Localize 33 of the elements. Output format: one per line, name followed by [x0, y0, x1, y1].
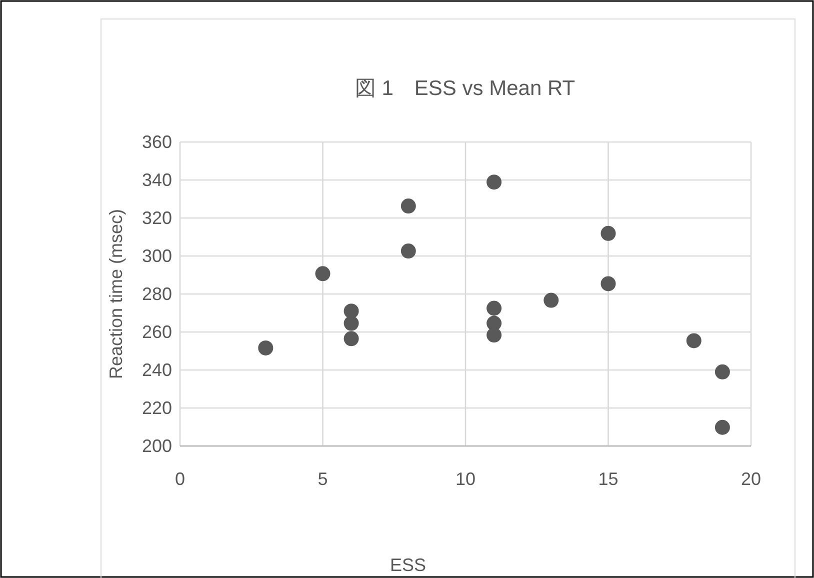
point: [486, 174, 502, 190]
y-tick-label: 260: [142, 322, 172, 342]
point: [714, 420, 730, 435]
point: [400, 244, 416, 259]
point: [258, 340, 274, 356]
point: [486, 300, 502, 316]
x-axis-title: ESS: [390, 555, 426, 575]
point: [686, 333, 702, 348]
y-tick-label: 340: [142, 170, 172, 190]
y-tick-label: 320: [142, 208, 172, 228]
y-tick-label: 220: [142, 398, 172, 418]
y-tick-label: 240: [142, 360, 172, 380]
point: [344, 304, 359, 319]
y-tick-label: 200: [142, 436, 172, 456]
point: [544, 292, 559, 308]
y-tick-label: 360: [142, 132, 172, 152]
point: [400, 198, 416, 214]
y-tick-label: 300: [142, 246, 172, 266]
point: [315, 266, 330, 282]
point: [344, 316, 359, 331]
x-tick-label: 5: [318, 469, 328, 489]
point: [600, 226, 616, 241]
x-tick-label: 10: [455, 469, 476, 489]
y-tick-label: 280: [142, 284, 172, 304]
point: [344, 331, 359, 346]
x-tick-label: 0: [174, 469, 186, 489]
point: [486, 328, 502, 343]
chart-title: 図 1 ESS vs Mean RT: [354, 77, 576, 100]
x-tick-label: 20: [740, 469, 762, 489]
point: [714, 364, 730, 380]
x-tick-label: 15: [598, 469, 618, 489]
y-axis-title: Reaction time (msec): [106, 208, 126, 380]
point: [600, 276, 616, 292]
